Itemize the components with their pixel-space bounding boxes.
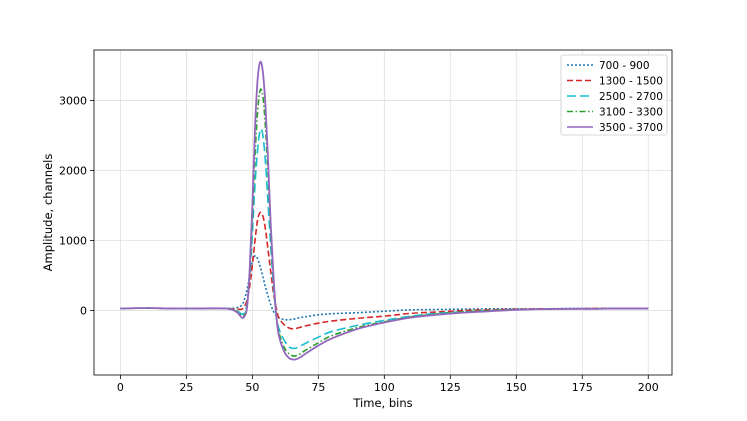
x-tick-label: 0 <box>117 381 124 394</box>
x-tick-label: 125 <box>440 381 461 394</box>
x-tick-label: 200 <box>638 381 659 394</box>
x-tick-label: 50 <box>245 381 259 394</box>
legend-box <box>560 54 668 136</box>
series-lines <box>120 60 649 361</box>
x-tick-label: 25 <box>179 381 193 394</box>
legend-label-1: 700 - 900 <box>599 60 650 72</box>
x-tick-label: 100 <box>374 381 395 394</box>
y-tick-label: 1000 <box>59 235 87 248</box>
legend: 700 - 900 1300 - 1500 2500 - 2700 3100 - 33… <box>560 54 668 136</box>
x-tick-label: 150 <box>506 381 527 394</box>
y-tick-label: 2000 <box>59 164 87 177</box>
y-axis-label: Amplitude, channels <box>41 154 55 272</box>
y-tick-label: 3000 <box>59 94 87 107</box>
series-line-5 <box>120 60 649 361</box>
y-tick-label: 0 <box>80 305 87 318</box>
series-line-2 <box>120 211 649 330</box>
x-tick-label: 75 <box>311 381 325 394</box>
series-line-1 <box>120 255 649 321</box>
legend-label-2: 1300 - 1500 <box>599 75 663 87</box>
legend-label-4: 3100 - 3300 <box>599 106 663 118</box>
series-line-3 <box>120 128 649 350</box>
legend-items: 700 - 900 1300 - 1500 2500 - 2700 3100 - 33… <box>567 60 663 134</box>
legend-label-5: 3500 - 3700 <box>599 122 663 134</box>
legend-label-3: 2500 - 2700 <box>599 91 663 103</box>
x-axis-label: Time, bins <box>352 396 412 410</box>
plot-area-frame <box>93 49 673 376</box>
x-tick-label: 175 <box>572 381 593 394</box>
